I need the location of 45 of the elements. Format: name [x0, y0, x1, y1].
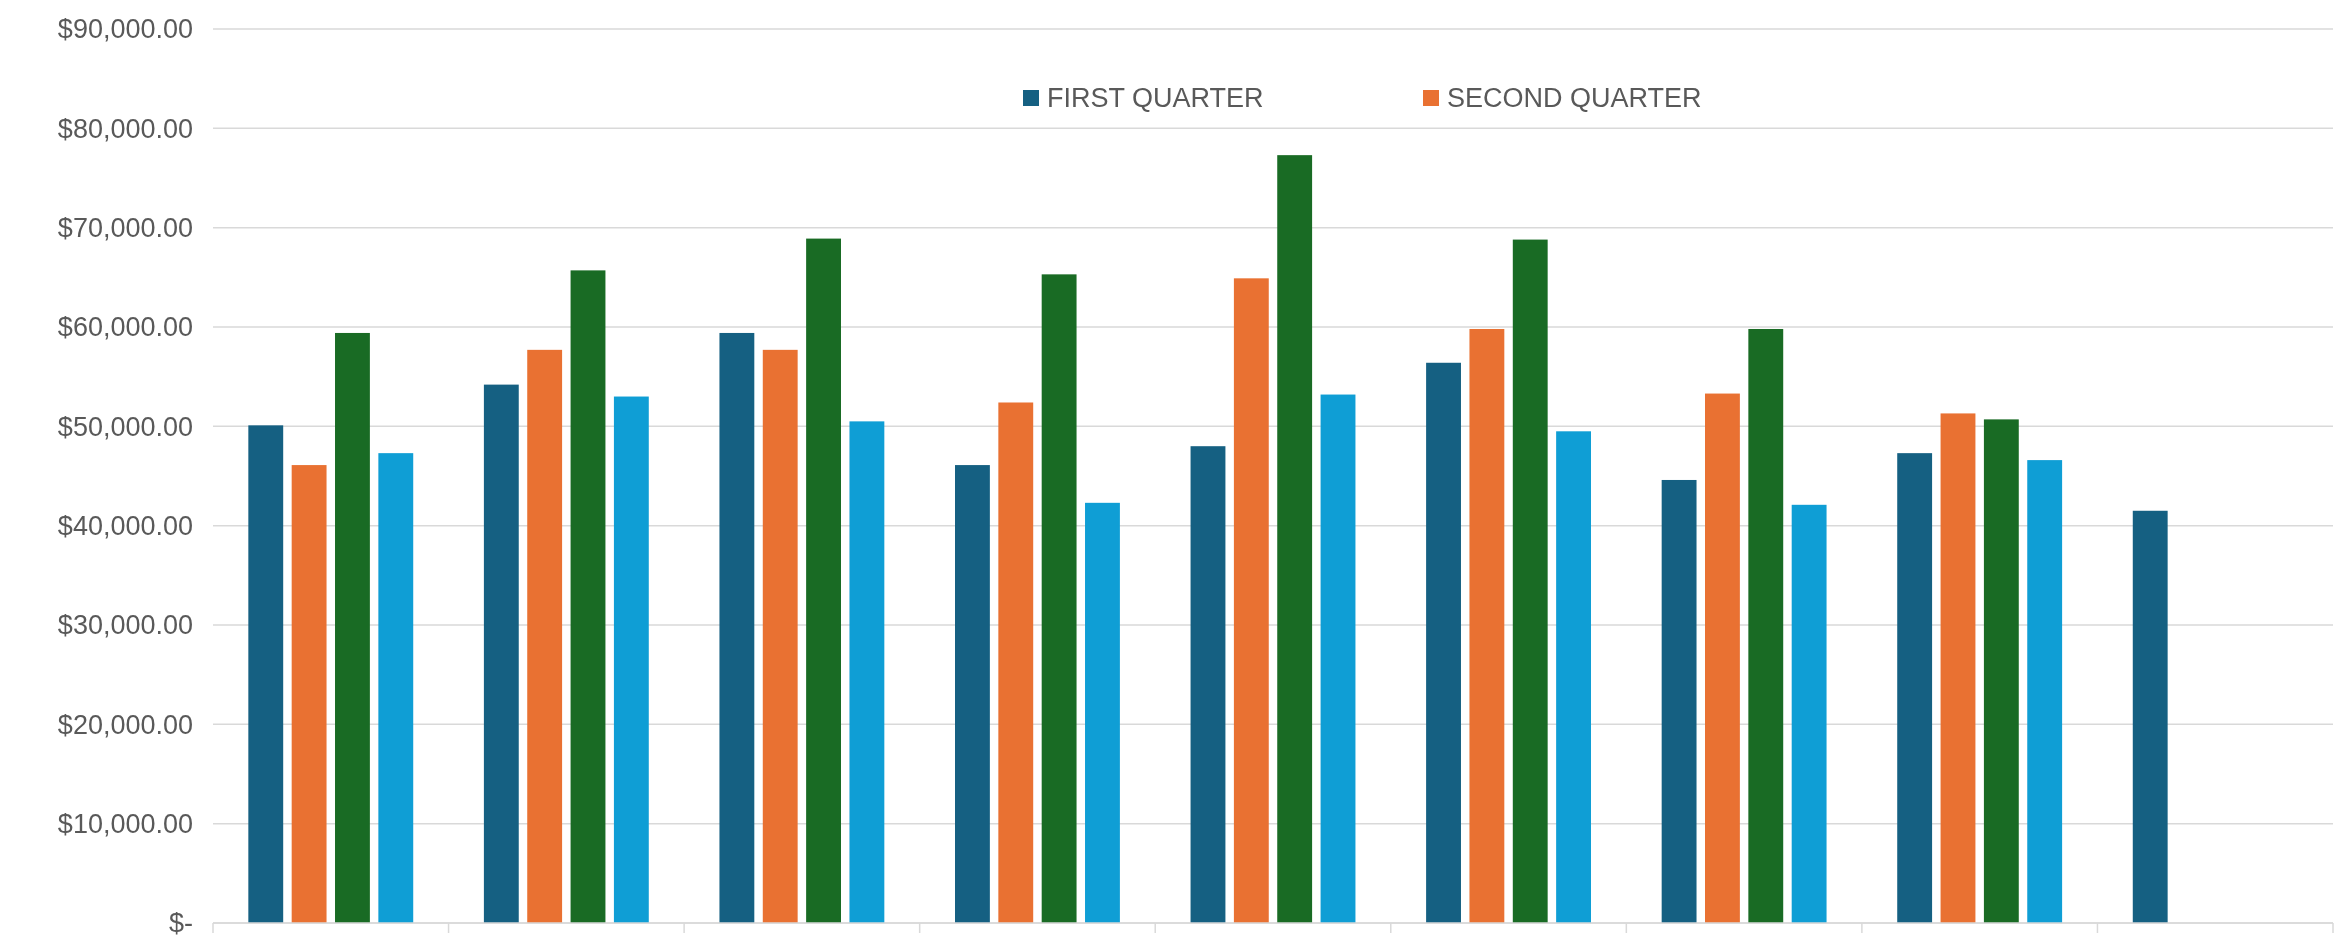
bar: [1426, 362, 1461, 923]
legend-label: FIRST QUARTER: [1047, 83, 1264, 114]
bar: [1897, 453, 1933, 923]
bar: [483, 384, 519, 923]
bar: [955, 465, 990, 923]
bar: [1940, 413, 1976, 923]
bar: [1085, 502, 1120, 923]
bar: [1791, 504, 1827, 923]
y-tick-label: $20,000.00: [57, 709, 193, 740]
bar: [998, 402, 1034, 923]
bar: [570, 270, 606, 923]
y-tick-label: $10,000.00: [57, 809, 193, 840]
bar: [335, 332, 370, 923]
bar: [1277, 155, 1313, 923]
y-tick-label: $30,000.00: [57, 610, 193, 641]
bar: [2132, 510, 2168, 923]
bar: [378, 453, 414, 923]
bar: [527, 349, 563, 923]
bar: [1320, 394, 1356, 923]
bar: [1190, 446, 1226, 923]
bar: [806, 238, 841, 923]
bar: [1748, 328, 1784, 923]
bar: [1983, 419, 2019, 923]
y-tick-label: $80,000.00: [57, 113, 193, 144]
bar: [762, 349, 798, 923]
bar: [1512, 239, 1548, 923]
bar: [1661, 479, 1697, 923]
bar: [1556, 431, 1591, 923]
bar: [719, 332, 755, 923]
bar: [1469, 328, 1505, 923]
bar: [1705, 393, 1740, 923]
bar: [291, 465, 327, 923]
y-tick-label: $90,000.00: [57, 14, 193, 45]
y-tick-label: $50,000.00: [57, 411, 193, 442]
bar: [849, 421, 885, 923]
bar: [248, 425, 284, 923]
bar: [1233, 278, 1269, 923]
bar: [1041, 274, 1077, 923]
bar: [2027, 460, 2063, 923]
y-tick-label: $70,000.00: [57, 213, 193, 244]
y-tick-label: $40,000.00: [57, 511, 193, 542]
bar: [613, 396, 649, 923]
y-tick-label: $60,000.00: [57, 312, 193, 343]
legend-label: SECOND QUARTER: [1447, 83, 1702, 114]
y-tick-label: $-: [168, 908, 193, 939]
